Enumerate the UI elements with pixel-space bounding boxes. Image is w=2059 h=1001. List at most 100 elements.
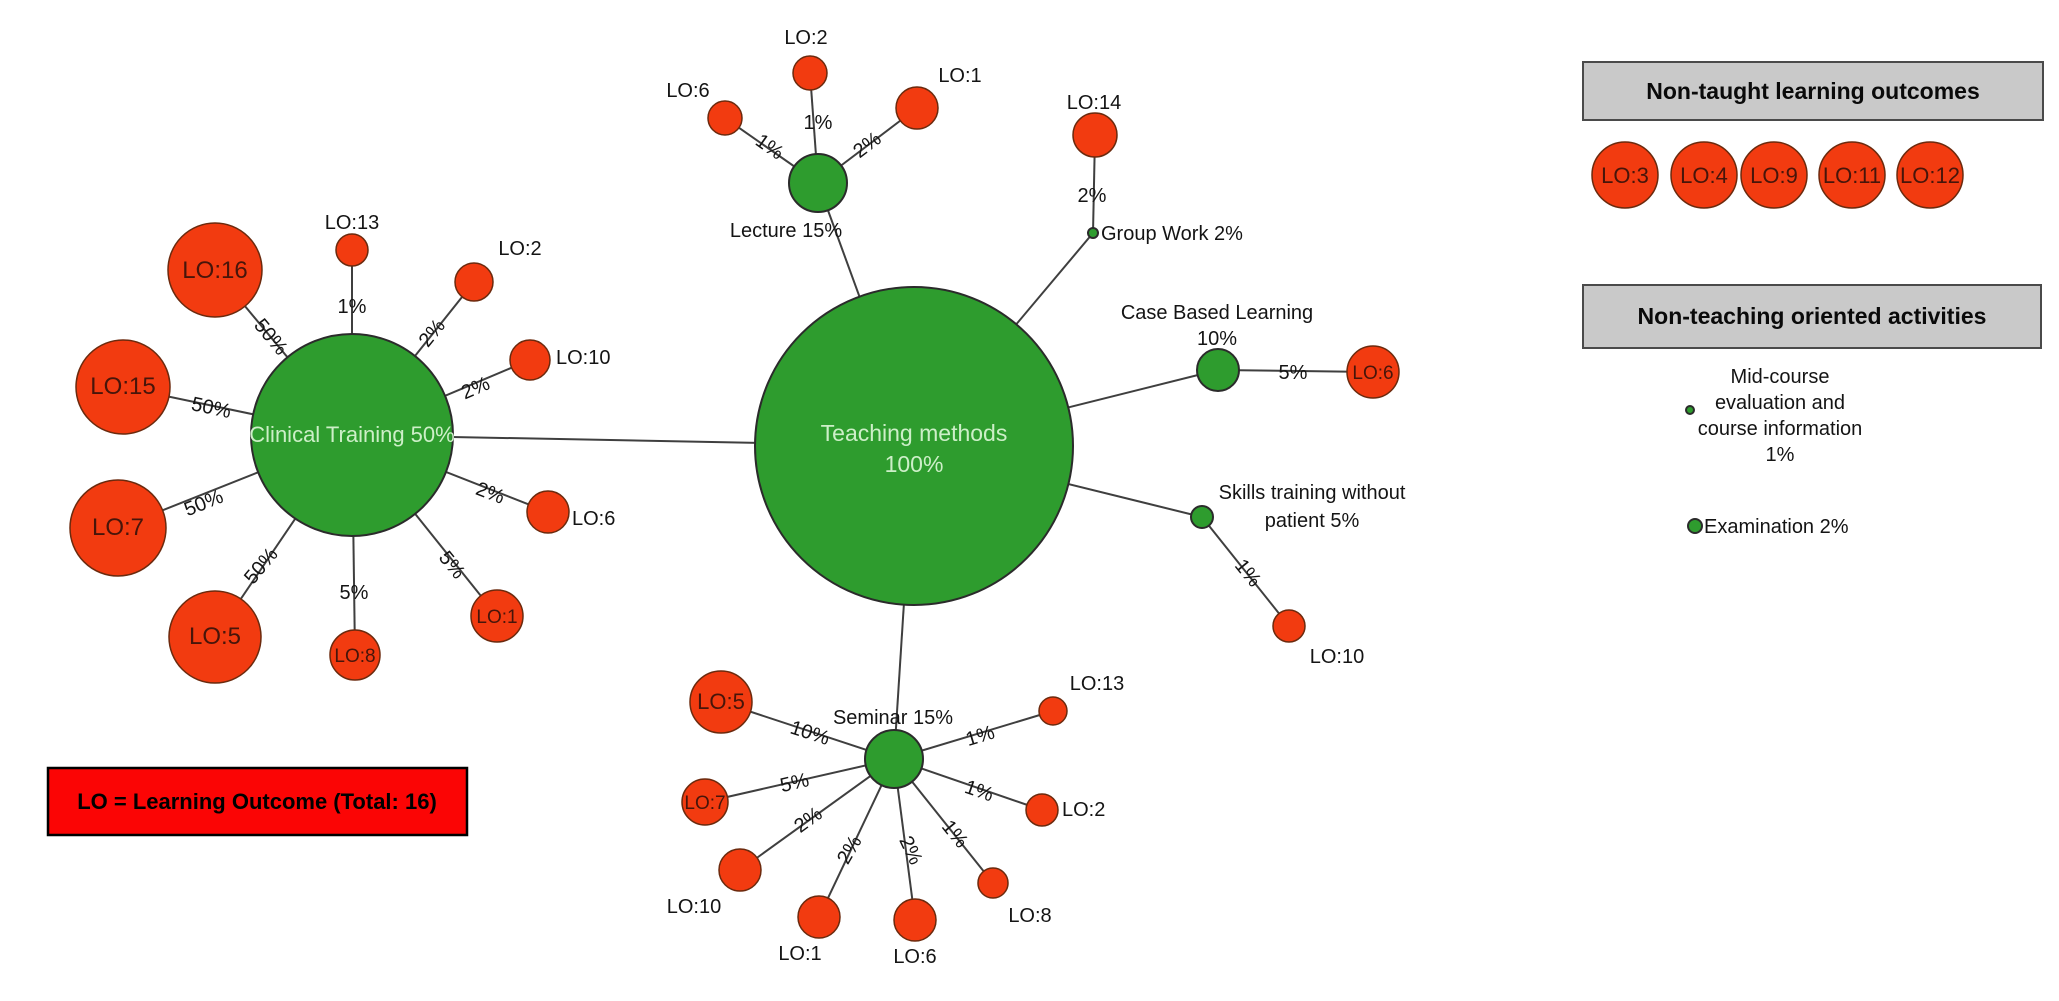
clinical-lo15-label: LO:15 [90,373,155,400]
pct-clinical-lo13: 1% [338,296,367,318]
pct-clinical-lo7: 50% [181,486,227,521]
legend-lo11-node [1818,141,1886,209]
midcourse-line1: Mid-course [1731,366,1830,388]
pct-lecture-lo6: 1% [751,130,787,165]
non-teaching-header-title: Non-teaching oriented activities [1638,303,1987,329]
lecture-lo1-node [895,86,939,130]
note-box-group: LO = Learning Outcome (Total: 16) [46,766,469,837]
clinical-lo16-label: LO:16 [182,257,247,284]
lecture-lo1-label: LO:1 [938,65,981,87]
clinical-lo6-label: LO:6 [572,508,615,530]
edge-seminar-lo10 [739,758,895,871]
legend-lo9-node [1740,141,1808,209]
lecture-label: Lecture 15% [730,220,843,242]
pct-clinical-lo6: 2% [473,478,508,509]
pct-clinical-lo15: 50% [189,393,233,423]
case-based-learning-node [1196,348,1240,392]
clinical-lo2-node [454,262,494,302]
midcourse-line3: course information [1698,418,1863,440]
seminar-lo8-label: LO:8 [1008,905,1051,927]
seminar-lo5-node [689,670,753,734]
clinical-lo15-node [75,339,171,435]
seminar-lo7-label: LO:7 [684,793,725,814]
clinical-lo7-label: LO:7 [92,514,144,541]
seminar-lo2-node [1025,793,1059,827]
teaching-methods-label-line2: 100% [885,451,944,477]
skills-lo10-label: LO:10 [1310,646,1364,668]
lecture-lo2-node [792,55,828,91]
note-box-label: LO = Learning Outcome (Total: 16) [77,789,437,814]
clinical-lo6-node [526,490,570,534]
seminar-lo10-node [718,848,762,892]
seminar-label: Seminar 15% [833,707,953,729]
legend-non-teaching: Non-teaching oriented activities Mid-cou… [1582,284,2042,538]
legend-non-taught: Non-taught learning outcomes LO:3 LO:4 L… [1582,61,2044,209]
clinical-lo7-node [69,479,167,577]
legend-lo3-node [1591,141,1659,209]
pct-groupwork-lo14: 2% [1078,185,1107,207]
pct-seminar-lo5: 10% [787,717,832,750]
pct-seminar-lo7: 5% [778,769,811,797]
seminar-lo13-node [1038,696,1068,726]
clinical-lo8-node [329,629,381,681]
seminar-lo6-node [893,898,937,942]
legend-lo11-label: LO:11 [1823,163,1881,188]
edge-skills-lo10 [1201,516,1290,627]
pct-seminar-lo13: 1% [963,721,997,751]
cbl-label-line1: Case Based Learning [1121,302,1313,324]
pct-seminar-lo6: 2% [894,833,926,869]
seminar-lo1-label: LO:1 [778,943,821,965]
non-taught-header-title: Non-taught learning outcomes [1646,78,1980,104]
pct-skills-lo10: 1% [1230,555,1265,591]
legend-lo12-label: LO:12 [1900,163,1960,188]
note-box [46,766,469,837]
seminar-lo6-label: LO:6 [893,946,936,968]
pct-seminar-lo8: 1% [937,816,972,852]
legend-lo12-node [1896,141,1964,209]
legend-lo4-label: LO:4 [1680,163,1728,188]
seminar-lo2-label: LO:2 [1062,799,1105,821]
groupwork-lo14-node [1072,112,1118,158]
non-teaching-header-box [1582,284,2042,349]
seminar-lo1-node [797,895,841,939]
clinical-lo10-label: LO:10 [556,347,610,369]
skills-label-line1: Skills training without [1219,482,1406,504]
node-labels: Teaching methods 100% Clinical Training … [90,27,1406,968]
clinical-lo5-node [168,590,262,684]
examination-label: Examination 2% [1704,516,1849,538]
seminar-lo7-node [681,778,729,826]
pct-lecture-lo1: 2% [849,128,885,163]
teaching-methods-label-line1: Teaching methods [821,420,1008,446]
midcourse-line2: evaluation and [1715,392,1845,414]
seminar-lo10-label: LO:10 [667,896,721,918]
pct-clinical-lo2: 2% [415,315,450,351]
clinical-lo8-label: LO:8 [334,646,375,667]
non-taught-header-box [1582,61,2044,121]
pct-clinical-lo5: 50% [240,544,283,589]
legend-lo9-label: LO:9 [1750,163,1798,188]
clinical-lo13-node [335,233,369,267]
examination-dot [1687,518,1703,534]
groupwork-lo14-label: LO:14 [1067,92,1121,114]
cbl-lo6-node [1346,345,1400,399]
pct-lecture-lo2: 1% [804,112,833,134]
clinical-lo1-node [470,589,524,643]
clinical-lo2-label: LO:2 [498,238,541,260]
pct-cbl-lo6: 5% [1279,362,1308,384]
skills-training-node [1190,505,1214,529]
lecture-lo6-label: LO:6 [666,80,709,102]
pct-seminar-lo2: 1% [962,776,997,806]
clinical-training-label: Clinical Training 50% [249,422,454,447]
legend-lo4-node [1670,141,1738,209]
skills-label-line2: patient 5% [1265,510,1360,532]
pct-seminar-lo10: 2% [790,803,826,838]
group-work-node [1087,227,1099,239]
seminar-lo5-label: LO:5 [697,689,745,714]
pct-clinical-lo8: 5% [340,582,369,604]
pct-clinical-lo1: 5% [434,547,469,583]
group-work-label: Group Work 2% [1101,223,1243,245]
skills-lo10-node [1272,609,1306,643]
clinical-lo13-label: LO:13 [325,212,379,234]
clinical-lo1-label: LO:1 [476,607,517,628]
